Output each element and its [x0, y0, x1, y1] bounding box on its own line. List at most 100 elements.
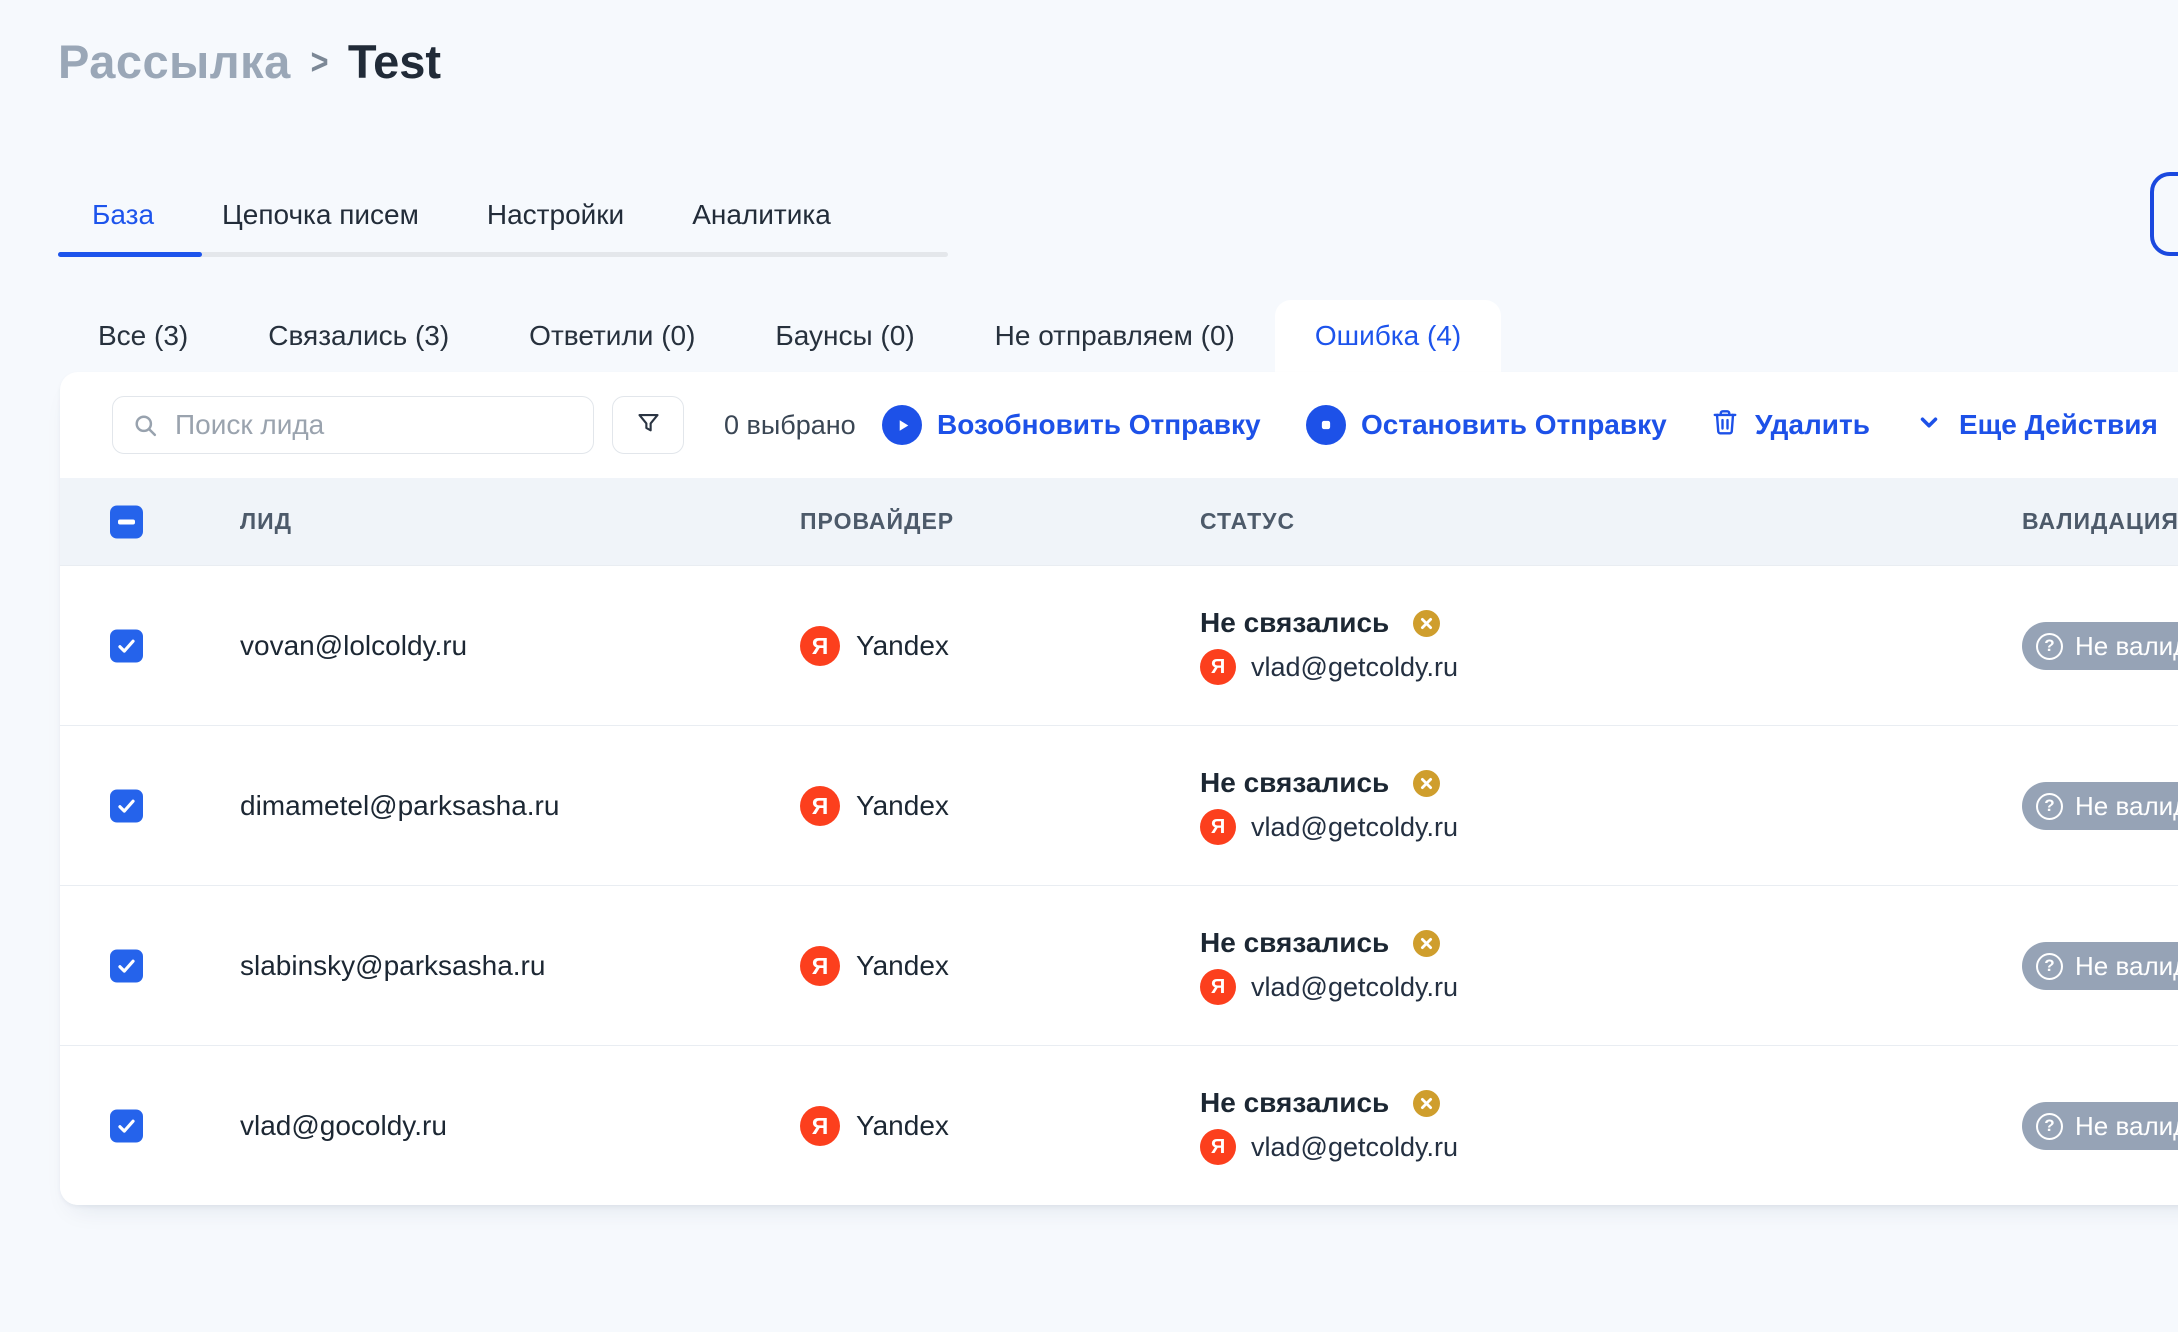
selected-count: 0 выбрано: [724, 409, 856, 440]
status-label: Не связались: [1200, 927, 1390, 958]
stop-sending-label: Остановить Отправку: [1361, 409, 1667, 440]
select-all-checkbox[interactable]: [110, 505, 143, 538]
row-checkbox[interactable]: [110, 1109, 143, 1142]
search-input[interactable]: [112, 396, 594, 454]
page-title: Test: [347, 35, 441, 88]
main-tabs: База Цепочка писем Настройки Аналитика: [58, 194, 948, 257]
more-actions-button[interactable]: Еще Действия: [1914, 396, 2158, 454]
status-label: Не связались: [1200, 1087, 1390, 1118]
tabs-underline-track: [58, 252, 948, 257]
active-tab-indicator: [58, 252, 202, 257]
validation-label: Не валид: [2075, 1110, 2178, 1141]
question-icon: ?: [2036, 792, 2063, 820]
chevron-down-icon: [1914, 407, 1944, 444]
provider-cell: Я Yandex: [800, 886, 949, 1046]
table-row[interactable]: dimametel@parksasha.ru Я Yandex Не связа…: [60, 725, 2178, 885]
row-checkbox[interactable]: [110, 949, 143, 982]
provider-name: Yandex: [856, 630, 949, 661]
validation-badge: ? Не валид: [2022, 622, 2178, 670]
checkmark-icon: [118, 799, 135, 813]
delete-label: Удалить: [1755, 409, 1870, 440]
status-label: Не связались: [1200, 607, 1390, 638]
lead-email: vlad@gocoldy.ru: [240, 1110, 447, 1141]
tab-cepochka-pisem[interactable]: Цепочка писем: [222, 199, 419, 230]
stop-sending-button[interactable]: Остановить Отправку: [1306, 396, 1667, 454]
yandex-icon: Я: [800, 1106, 840, 1146]
provider-cell: Я Yandex: [800, 1046, 949, 1205]
table-row[interactable]: slabinsky@parksasha.ru Я Yandex Не связа…: [60, 885, 2178, 1045]
filter-all[interactable]: Все (3): [98, 320, 189, 351]
column-header-validation: ВАЛИДАЦИЯ: [2022, 508, 2178, 534]
row-checkbox[interactable]: [110, 789, 143, 822]
validation-badge: ? Не валид: [2022, 942, 2178, 990]
breadcrumb: Рассылка > Test: [58, 34, 441, 89]
lead-email: dimametel@parksasha.ru: [240, 790, 560, 821]
filter-not-sending[interactable]: Не отправляем (0): [994, 320, 1235, 351]
trash-icon: [1710, 406, 1740, 445]
yandex-icon: Я: [1200, 969, 1236, 1005]
question-icon: ?: [2036, 1112, 2063, 1140]
resume-sending-button[interactable]: Возобновить Отправку: [882, 396, 1261, 454]
yandex-icon: Я: [800, 786, 840, 826]
status-cell: Не связались Я vlad@getcoldy.ru: [1200, 886, 1458, 1046]
provider-name: Yandex: [856, 1110, 949, 1141]
status-filter-tabs: Все (3) Связались (3) Ответили (0) Баунс…: [58, 300, 1502, 372]
yandex-icon: Я: [1200, 1129, 1236, 1165]
tab-baza[interactable]: База: [92, 199, 155, 230]
checkmark-icon: [118, 1119, 135, 1133]
lead-email: vovan@lolcoldy.ru: [240, 630, 468, 661]
filter-button[interactable]: [612, 396, 684, 454]
tab-analitika[interactable]: Аналитика: [692, 199, 831, 230]
status-cell: Не связались Я vlad@getcoldy.ru: [1200, 566, 1458, 726]
status-cell: Не связались Я vlad@getcoldy.ru: [1200, 726, 1458, 886]
question-icon: ?: [2036, 632, 2063, 660]
sender-email: vlad@getcoldy.ru: [1251, 651, 1459, 682]
table-row[interactable]: vlad@gocoldy.ru Я Yandex Не связались Я …: [60, 1045, 2178, 1205]
leads-table-panel: 0 выбрано Возобновить Отправку Остановит…: [60, 372, 2178, 1205]
sender-email: vlad@getcoldy.ru: [1251, 811, 1459, 842]
lead-email: slabinsky@parksasha.ru: [240, 950, 546, 981]
table-row[interactable]: vovan@lolcoldy.ru Я Yandex Не связались …: [60, 565, 2178, 725]
checkmark-icon: [118, 959, 135, 973]
column-header-provider: ПРОВАЙДЕР: [800, 508, 955, 534]
validation-badge: ? Не валид: [2022, 782, 2178, 830]
table-toolbar: 0 выбрано Возобновить Отправку Остановит…: [60, 372, 2178, 478]
breadcrumb-chevron-icon: >: [310, 40, 329, 82]
filter-error[interactable]: Ошибка (4): [1274, 300, 1502, 372]
truncated-primary-button[interactable]: [2150, 172, 2178, 256]
validation-label: Не валид: [2075, 630, 2178, 661]
provider-name: Yandex: [856, 790, 949, 821]
breadcrumb-parent[interactable]: Рассылка: [58, 35, 291, 88]
yandex-icon: Я: [1200, 809, 1236, 845]
checkmark-icon: [118, 639, 135, 653]
filter-replied[interactable]: Ответили (0): [529, 320, 696, 351]
provider-name: Yandex: [856, 950, 949, 981]
validation-badge: ? Не валид: [2022, 1102, 2178, 1150]
yandex-icon: Я: [1200, 649, 1236, 685]
table-header: ЛИД ПРОВАЙДЕР СТАТУС ВАЛИДАЦИЯ: [60, 478, 2178, 565]
close-circle-icon: [1413, 609, 1441, 637]
resume-sending-label: Возобновить Отправку: [937, 409, 1261, 440]
column-header-status: СТАТУС: [1200, 508, 1296, 534]
row-checkbox[interactable]: [110, 629, 143, 662]
validation-label: Не валид: [2075, 950, 2178, 981]
status-label: Не связались: [1200, 767, 1390, 798]
close-circle-icon: [1413, 769, 1441, 797]
filter-bounces[interactable]: Баунсы (0): [775, 320, 915, 351]
question-icon: ?: [2036, 952, 2063, 980]
filter-contacted[interactable]: Связались (3): [268, 320, 450, 351]
sender-email: vlad@getcoldy.ru: [1251, 971, 1459, 1002]
lead-search: [112, 396, 594, 454]
close-circle-icon: [1413, 929, 1441, 957]
more-actions-label: Еще Действия: [1959, 409, 2158, 440]
close-circle-icon: [1413, 1089, 1441, 1117]
yandex-icon: Я: [800, 626, 840, 666]
delete-button[interactable]: Удалить: [1710, 396, 1870, 454]
validation-label: Не валид: [2075, 790, 2178, 821]
provider-cell: Я Yandex: [800, 566, 949, 726]
status-cell: Не связались Я vlad@getcoldy.ru: [1200, 1046, 1458, 1205]
play-icon: [882, 405, 922, 445]
stop-icon: [1306, 405, 1346, 445]
tab-nastroyki[interactable]: Настройки: [486, 199, 625, 230]
